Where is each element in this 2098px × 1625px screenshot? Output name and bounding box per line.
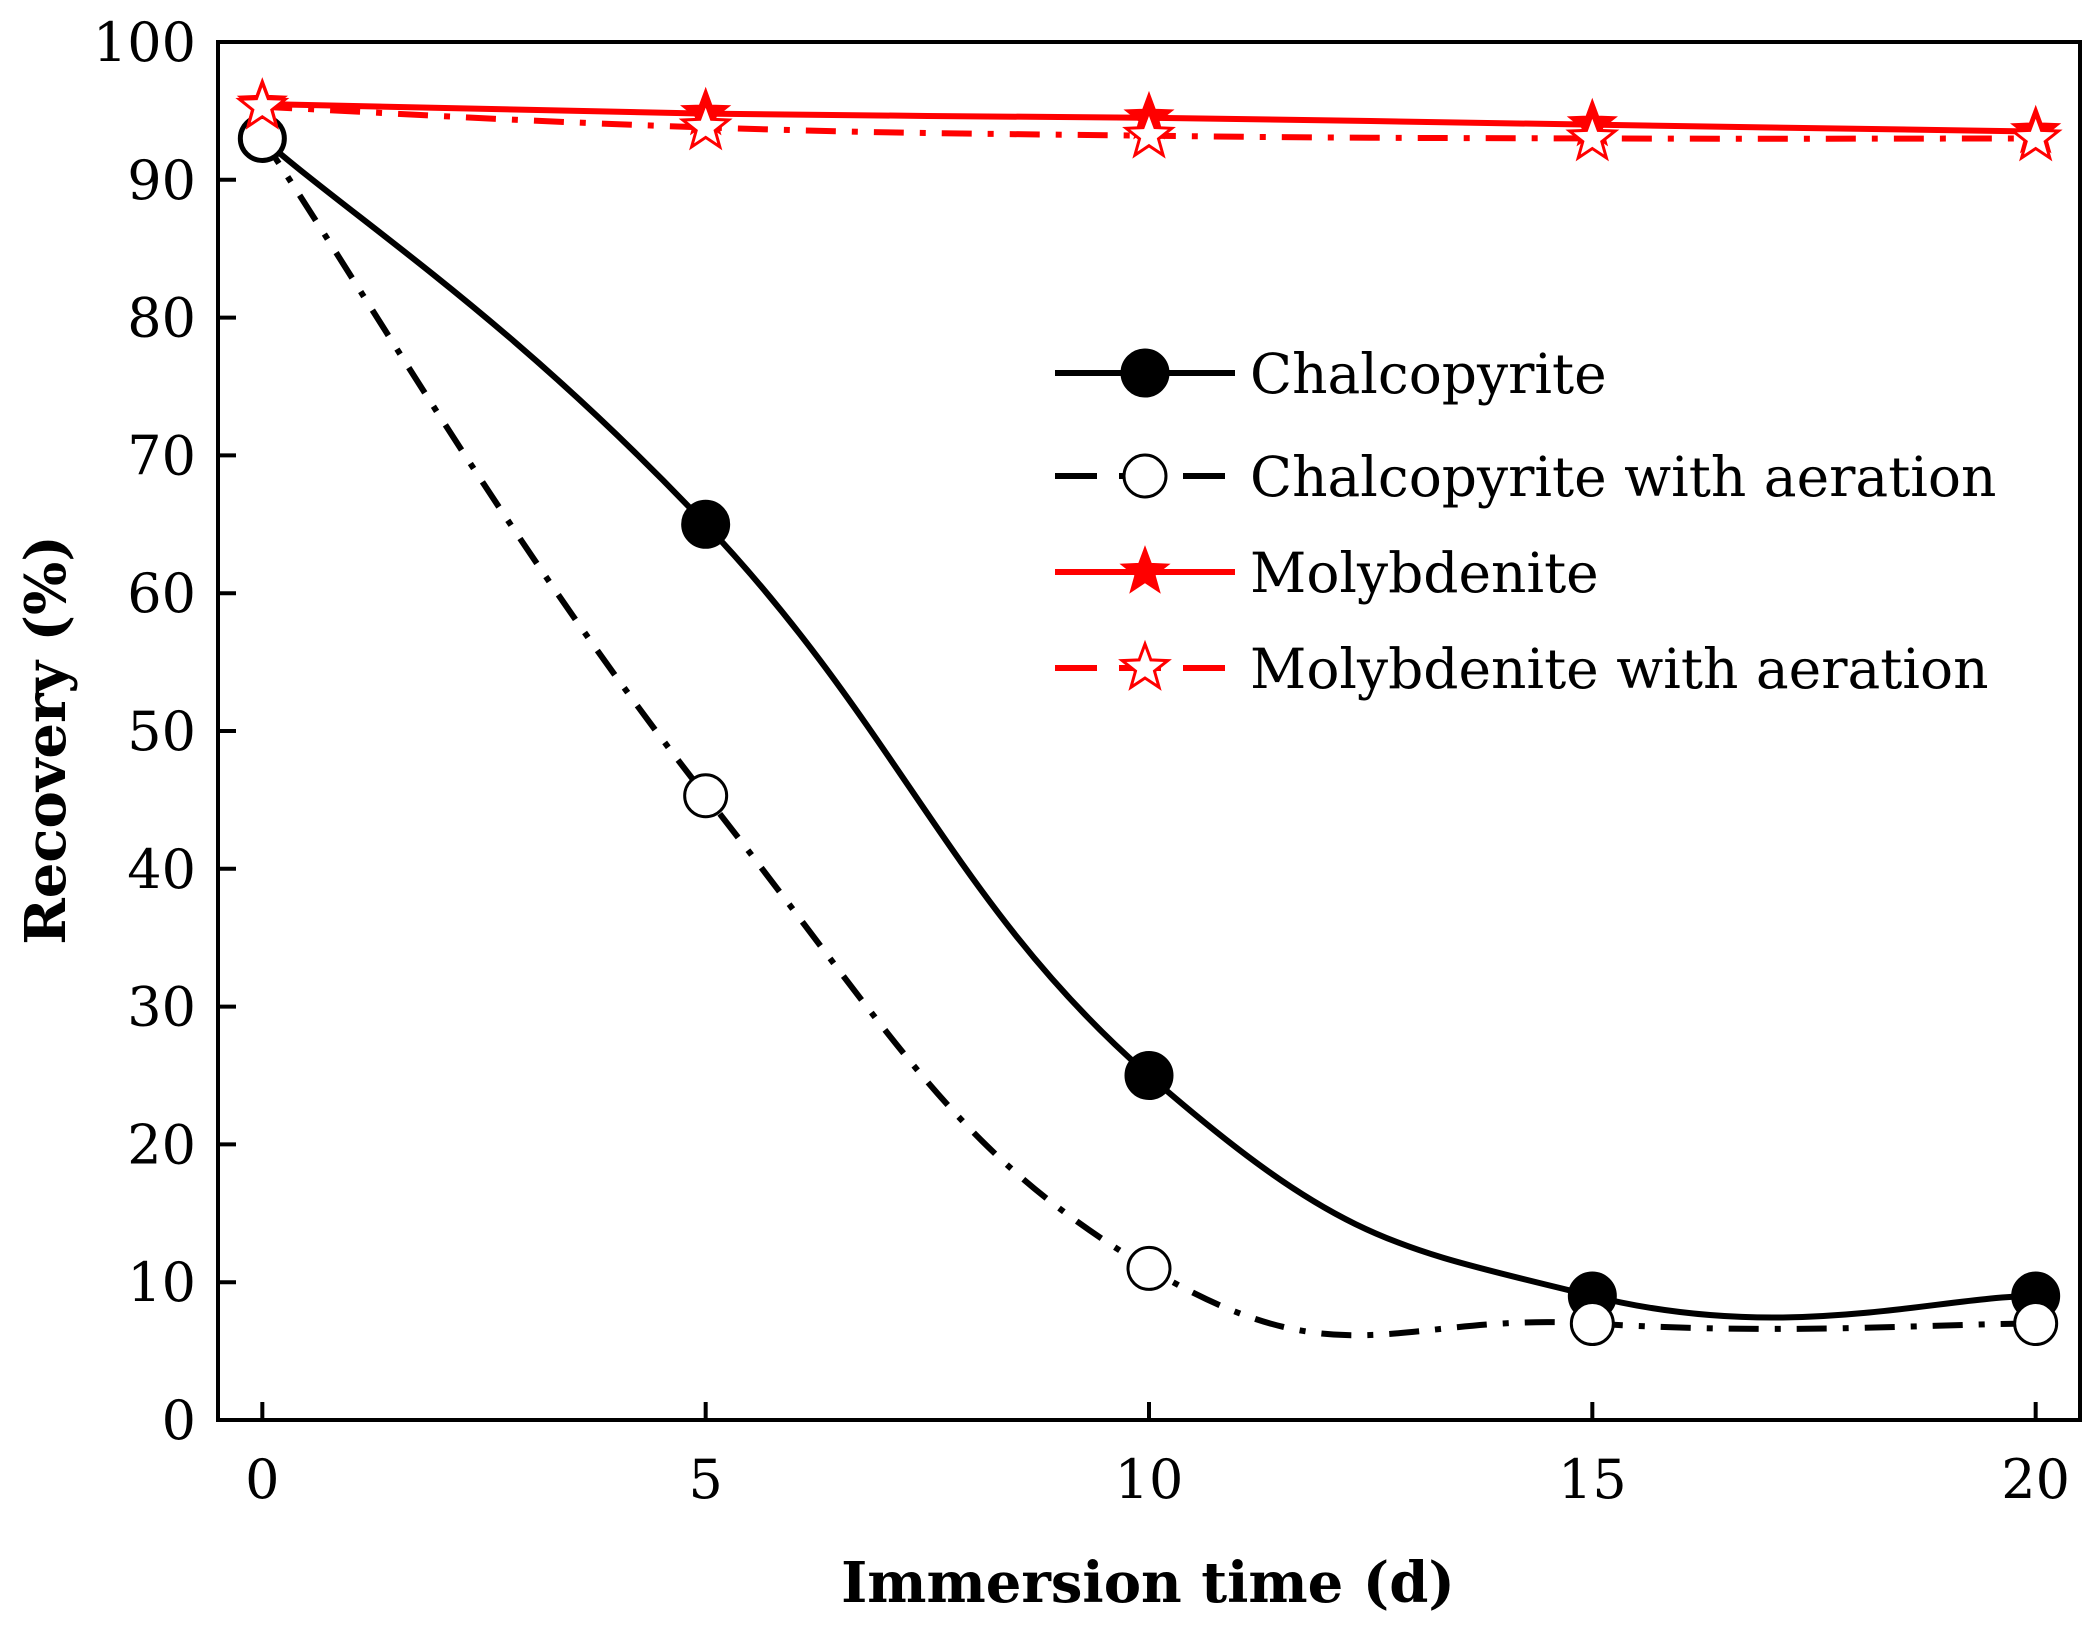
legend-marker xyxy=(1120,348,1170,398)
y-tick-label: 50 xyxy=(127,700,196,763)
x-tick-label: 5 xyxy=(688,1448,722,1511)
x-tick-label: 0 xyxy=(245,1448,279,1511)
legend-label: Molybdenite xyxy=(1250,541,1599,605)
x-axis-title: Immersion time (d) xyxy=(841,1550,1455,1616)
series-curves xyxy=(259,101,2036,1339)
legend-marker xyxy=(1122,453,1168,499)
data-point-series-4 xyxy=(1565,110,1620,162)
x-tick-label: 15 xyxy=(1558,1448,1627,1511)
series-markers xyxy=(235,77,2063,1347)
series-line-2 xyxy=(259,136,2036,1339)
y-tick-label: 60 xyxy=(127,562,196,625)
x-tick-label: 20 xyxy=(2001,1448,2070,1511)
y-tick-label: 10 xyxy=(127,1251,196,1314)
legend-label: Chalcopyrite with aeration xyxy=(1250,445,1996,509)
y-tick-label: 70 xyxy=(127,424,196,487)
data-point-series-2 xyxy=(1126,1245,1172,1291)
y-tick-label: 100 xyxy=(93,11,196,74)
y-tick-label: 30 xyxy=(127,976,196,1039)
data-point-series-2 xyxy=(683,773,729,819)
legend: Chalcopyrite Chalcopyrite with aeration Mo… xyxy=(1055,342,1996,701)
y-axis-title: Recovery (%) xyxy=(13,535,79,945)
data-point-series-4 xyxy=(235,78,290,130)
data-point-series-4 xyxy=(2008,110,2063,162)
data-point-series-2 xyxy=(2013,1301,2059,1347)
y-tick-label: 40 xyxy=(127,838,196,901)
y-tick-label: 90 xyxy=(127,149,196,212)
data-point-series-4 xyxy=(1122,107,1176,159)
series-line-1 xyxy=(260,136,2036,1321)
y-tick-label: 0 xyxy=(162,1389,196,1452)
legend-marker xyxy=(1118,639,1172,691)
data-point-series-1 xyxy=(681,499,731,549)
y-tick-label: 20 xyxy=(127,1113,196,1176)
plot-frame xyxy=(216,40,2082,1422)
x-axis-ticks: 0 5 10 15 20 xyxy=(245,1402,2070,1511)
data-point-series-1 xyxy=(1124,1051,1174,1100)
data-point-series-4 xyxy=(678,99,733,151)
y-axis-ticks: 0 10 20 30 40 50 60 70 80 90 100 xyxy=(93,11,236,1452)
legend-label: Molybdenite with aeration xyxy=(1250,637,1989,701)
y-tick-label: 80 xyxy=(127,287,196,350)
data-point-series-2 xyxy=(1569,1301,1615,1347)
legend-label: Chalcopyrite xyxy=(1250,342,1607,406)
x-tick-label: 10 xyxy=(1115,1448,1184,1511)
legend-marker xyxy=(1119,545,1171,594)
